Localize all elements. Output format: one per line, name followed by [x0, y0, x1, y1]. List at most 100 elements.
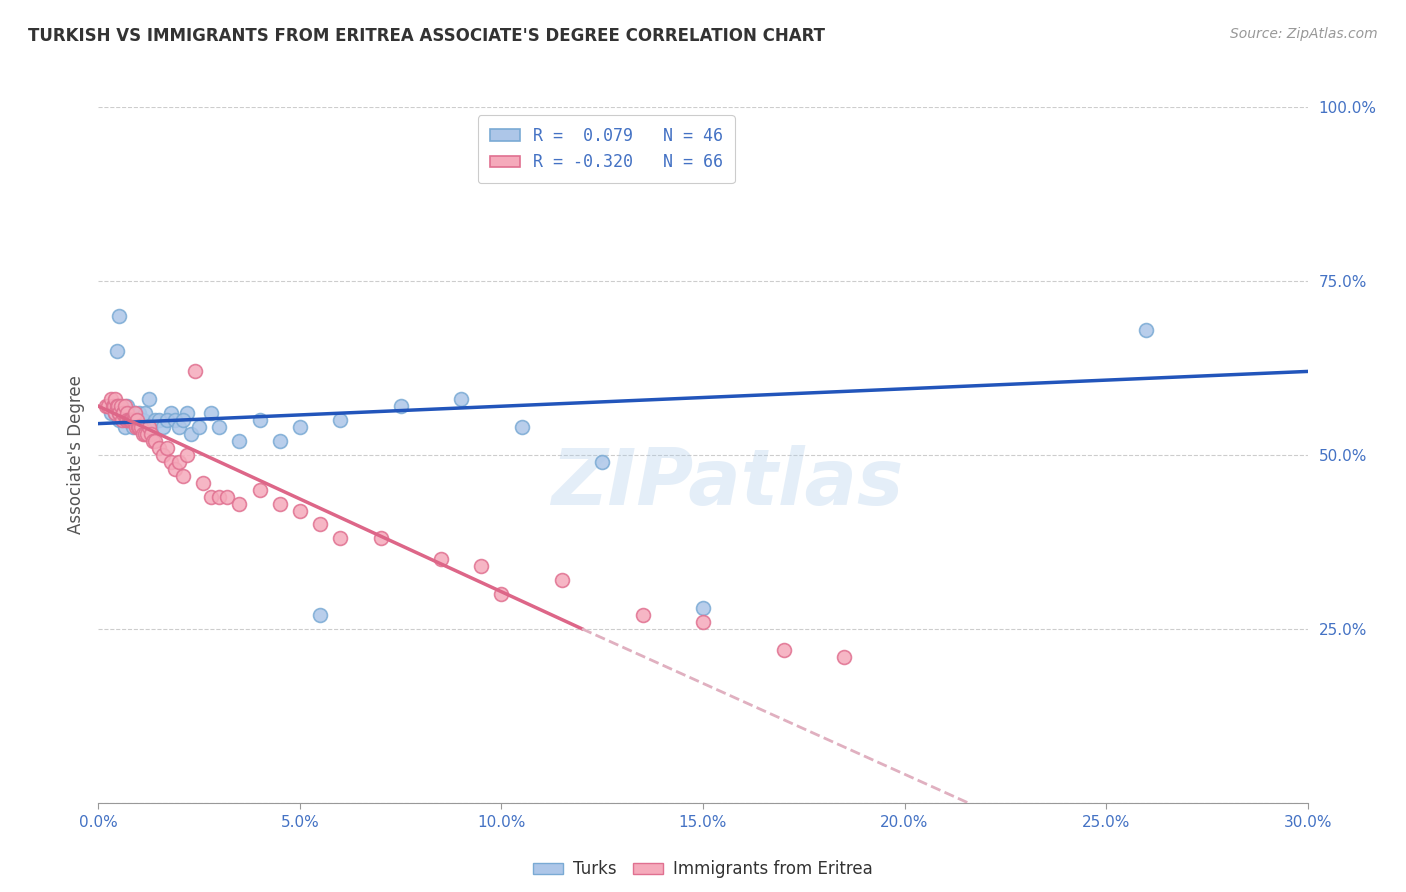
- Point: [692, 601, 714, 615]
- Point: [107, 406, 129, 420]
- Point: [510, 420, 533, 434]
- Point: [107, 413, 129, 427]
- Point: [129, 420, 152, 434]
- Point: [114, 413, 136, 427]
- Point: [134, 406, 156, 420]
- Point: [127, 420, 149, 434]
- Point: [111, 413, 134, 427]
- Point: [120, 413, 142, 427]
- Point: [370, 532, 392, 546]
- Point: [228, 434, 250, 448]
- Point: [115, 406, 138, 420]
- Point: [188, 420, 211, 434]
- Legend: Turks, Immigrants from Eritrea: Turks, Immigrants from Eritrea: [526, 854, 880, 885]
- Text: TURKISH VS IMMIGRANTS FROM ERITREA ASSOCIATE'S DEGREE CORRELATION CHART: TURKISH VS IMMIGRANTS FROM ERITREA ASSOC…: [28, 27, 825, 45]
- Point: [110, 399, 132, 413]
- Point: [128, 406, 150, 420]
- Point: [148, 413, 170, 427]
- Point: [172, 413, 194, 427]
- Point: [180, 427, 202, 442]
- Text: Source: ZipAtlas.com: Source: ZipAtlas.com: [1230, 27, 1378, 41]
- Point: [288, 503, 311, 517]
- Point: [122, 413, 145, 427]
- Point: [184, 364, 207, 378]
- Point: [167, 455, 190, 469]
- Point: [176, 406, 198, 420]
- Point: [134, 427, 156, 442]
- Point: [124, 406, 146, 420]
- Point: [100, 406, 122, 420]
- Point: [772, 642, 794, 657]
- Point: [288, 420, 311, 434]
- Point: [163, 413, 186, 427]
- Point: [329, 532, 352, 546]
- Point: [107, 309, 129, 323]
- Point: [132, 427, 155, 442]
- Point: [112, 406, 135, 420]
- Point: [104, 406, 127, 420]
- Point: [101, 399, 124, 413]
- Y-axis label: Associate's Degree: Associate's Degree: [66, 376, 84, 534]
- Point: [103, 399, 125, 413]
- Point: [138, 392, 160, 407]
- Point: [129, 413, 152, 427]
- Point: [120, 413, 142, 427]
- Point: [832, 649, 855, 664]
- Point: [118, 406, 141, 420]
- Point: [139, 420, 162, 434]
- Point: [208, 490, 231, 504]
- Point: [156, 413, 179, 427]
- Point: [124, 406, 146, 420]
- Point: [160, 455, 183, 469]
- Point: [692, 615, 714, 629]
- Point: [450, 392, 472, 407]
- Point: [103, 406, 125, 420]
- Point: [176, 448, 198, 462]
- Point: [430, 552, 453, 566]
- Point: [138, 420, 160, 434]
- Point: [103, 392, 125, 407]
- Point: [108, 406, 131, 420]
- Point: [105, 399, 128, 413]
- Point: [217, 490, 239, 504]
- Point: [139, 427, 162, 442]
- Point: [167, 420, 190, 434]
- Point: [125, 413, 148, 427]
- Point: [309, 607, 332, 622]
- Point: [269, 434, 291, 448]
- Point: [249, 413, 271, 427]
- Point: [132, 413, 155, 427]
- Point: [163, 462, 186, 476]
- Point: [105, 343, 128, 358]
- Point: [125, 413, 148, 427]
- Text: ZIPatlas: ZIPatlas: [551, 445, 903, 521]
- Point: [111, 413, 134, 427]
- Point: [389, 399, 412, 413]
- Point: [200, 406, 222, 420]
- Point: [124, 420, 146, 434]
- Point: [591, 455, 613, 469]
- Point: [135, 420, 157, 434]
- Point: [329, 413, 352, 427]
- Point: [228, 497, 250, 511]
- Point: [1135, 323, 1157, 337]
- Point: [152, 420, 174, 434]
- Point: [249, 483, 271, 497]
- Point: [491, 587, 513, 601]
- Point: [121, 420, 143, 434]
- Point: [121, 413, 143, 427]
- Point: [200, 490, 222, 504]
- Point: [111, 406, 134, 420]
- Point: [118, 413, 141, 427]
- Point: [551, 573, 574, 587]
- Point: [148, 441, 170, 455]
- Point: [193, 475, 215, 490]
- Point: [110, 399, 132, 413]
- Point: [114, 420, 136, 434]
- Point: [114, 399, 136, 413]
- Point: [143, 434, 166, 448]
- Point: [142, 434, 165, 448]
- Point: [118, 413, 141, 427]
- Point: [172, 468, 194, 483]
- Point: [117, 413, 139, 427]
